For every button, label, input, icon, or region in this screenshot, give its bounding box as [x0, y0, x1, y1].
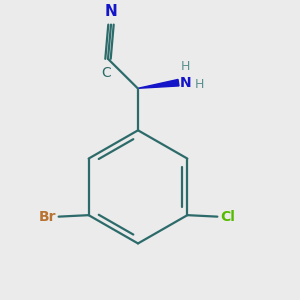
Text: Br: Br: [39, 210, 56, 224]
Text: N: N: [180, 76, 192, 90]
Text: N: N: [105, 4, 117, 19]
Text: Cl: Cl: [220, 210, 235, 224]
Text: C: C: [102, 66, 111, 80]
Polygon shape: [138, 80, 179, 88]
Text: H: H: [195, 78, 204, 91]
Text: H: H: [180, 60, 190, 73]
